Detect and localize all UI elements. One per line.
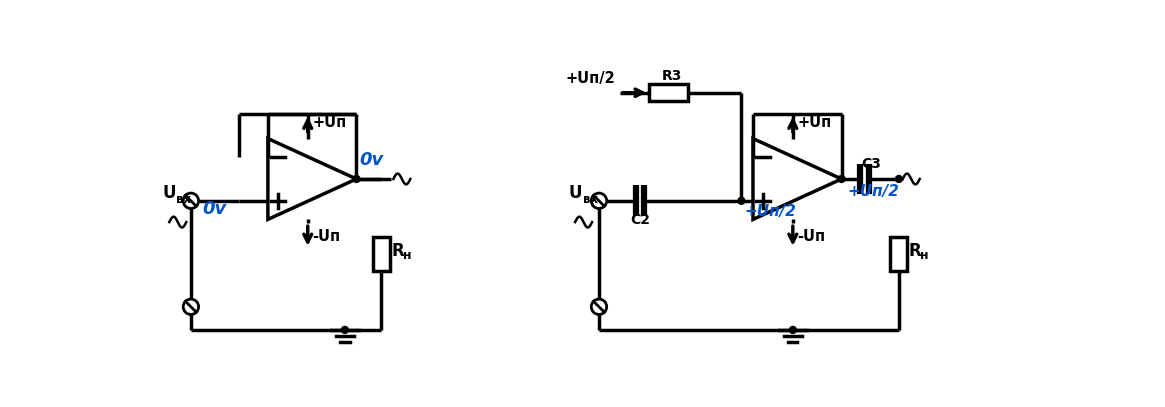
Text: -Uп: -Uп [798, 229, 826, 244]
Text: -Uп: -Uп [312, 229, 340, 244]
Circle shape [353, 175, 360, 182]
Circle shape [896, 175, 903, 182]
Circle shape [737, 197, 744, 204]
Text: +Uп: +Uп [798, 116, 832, 131]
Text: C2: C2 [630, 213, 650, 227]
Text: вх: вх [176, 193, 191, 206]
Circle shape [790, 326, 797, 333]
Text: 0v: 0v [360, 151, 383, 169]
Text: R3: R3 [662, 70, 683, 83]
Text: R: R [391, 242, 404, 260]
Polygon shape [268, 138, 356, 219]
Polygon shape [753, 138, 841, 219]
Text: +Uп/2: +Uп/2 [848, 184, 899, 199]
Text: н: н [920, 249, 929, 263]
Bar [890, 238, 908, 271]
Text: 0v: 0v [203, 200, 227, 218]
Bar [649, 84, 687, 101]
Circle shape [341, 326, 348, 333]
Text: н: н [403, 249, 411, 263]
Text: +Uп/2: +Uп/2 [566, 71, 615, 86]
Bar [373, 238, 389, 271]
Text: +Uп: +Uп [312, 116, 347, 131]
Text: U: U [569, 184, 581, 202]
Text: вх: вх [584, 193, 598, 206]
Text: U: U [162, 184, 176, 202]
Text: +Uп/2: +Uп/2 [744, 204, 797, 219]
Text: R: R [909, 242, 922, 260]
Circle shape [838, 175, 845, 182]
Text: C3: C3 [861, 157, 881, 171]
